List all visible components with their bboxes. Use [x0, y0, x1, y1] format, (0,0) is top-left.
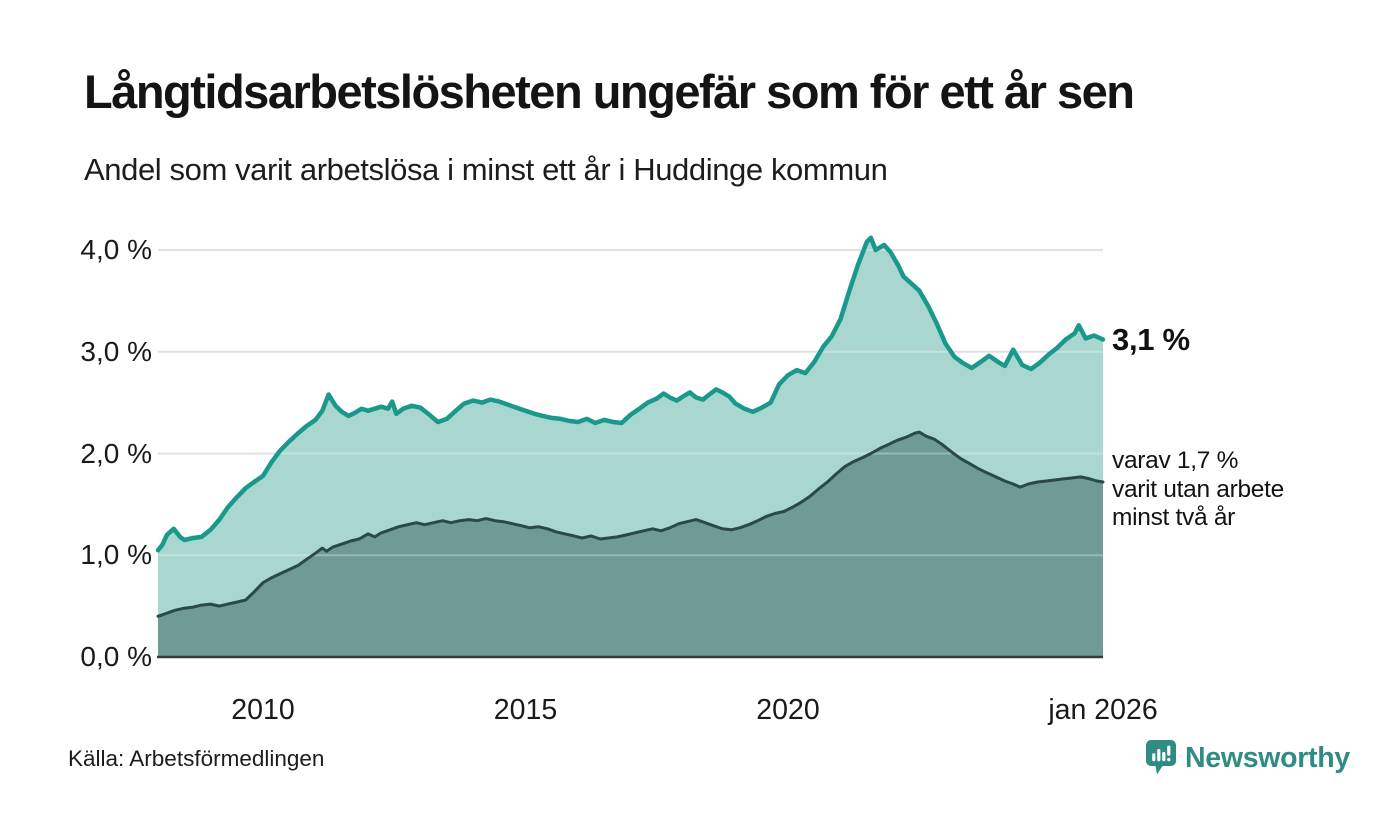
- annotation-two-years-line1: varav 1,7 %: [1112, 447, 1239, 474]
- chart-title: Långtidsarbetslösheten ungefär som för e…: [84, 65, 1135, 118]
- chart-subtitle: Andel som varit arbetslösa i minst ett å…: [84, 152, 888, 187]
- newsworthy-bubble-chart-icon: [1146, 740, 1176, 775]
- newsworthy-wordmark: Newsworthy: [1185, 742, 1350, 774]
- annotation-two-years-line3: minst två år: [1112, 504, 1236, 531]
- annotation-two-years-line2: varit utan arbete: [1112, 475, 1284, 503]
- source-text: Källa: Arbetsförmedlingen: [68, 746, 325, 771]
- annotation-latest-value: 3,1 %: [1112, 322, 1190, 357]
- newsworthy-logo: Newsworthy: [1146, 740, 1350, 777]
- annotation-two-years: varav 1,7 % varit utan arbete minst två …: [1112, 447, 1284, 533]
